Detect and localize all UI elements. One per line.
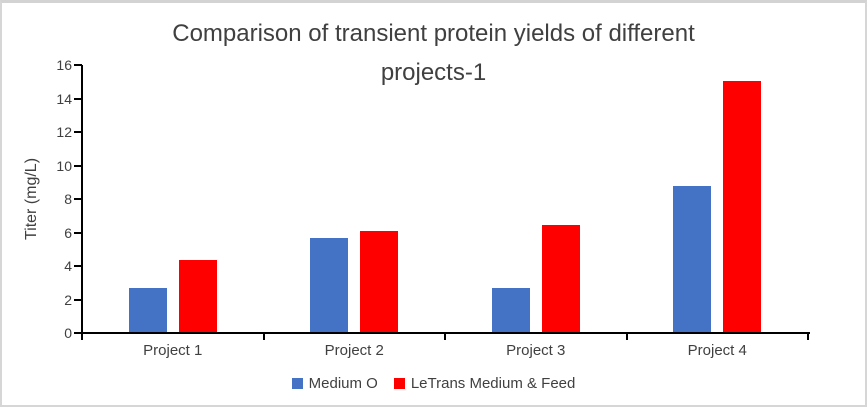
x-tick-mark	[444, 332, 446, 340]
legend: Medium O LeTrans Medium & Feed	[2, 375, 865, 392]
bar-series-1-project-1	[129, 288, 167, 332]
y-tick-label: 0	[64, 325, 72, 341]
chart-title-line-1: Comparison of transient protein yields o…	[172, 20, 695, 47]
y-tick-label: 12	[56, 124, 72, 140]
y-tick-label: 10	[56, 157, 72, 174]
bar-series-2-project-2	[360, 231, 398, 332]
x-tick-mark	[807, 332, 809, 340]
bar-series-2-project-3	[542, 225, 580, 332]
legend-label: LeTrans Medium & Feed	[410, 375, 576, 392]
y-tick-label: 8	[64, 191, 72, 207]
x-tick-mark	[262, 332, 265, 340]
bar-series-2-project-4	[723, 81, 761, 332]
x-category-label: Project 3	[506, 342, 566, 359]
y-tick-label: 4	[64, 258, 72, 274]
y-tick-mark	[74, 131, 82, 133]
y-tick-mark	[74, 97, 82, 100]
y-axis-line	[81, 65, 83, 334]
y-tick-mark	[74, 231, 82, 234]
y-tick-mark	[74, 198, 82, 200]
x-category-label: Project 1	[143, 342, 203, 359]
y-tick-label: 16	[56, 57, 72, 73]
chart-title-line-2: projects-1	[380, 59, 487, 86]
legend-item-1: Medium O	[291, 375, 378, 392]
legend-label: Medium O	[308, 375, 378, 392]
y-tick-mark	[74, 164, 82, 167]
y-tick-mark	[74, 64, 82, 66]
y-tick-label: 14	[56, 90, 72, 107]
y-tick-mark	[74, 332, 82, 334]
x-tick-mark	[81, 332, 83, 340]
y-tick-mark	[74, 265, 82, 267]
y-tick-label: 2	[64, 291, 72, 308]
chart-title: Comparison of transient protein yields o…	[2, 14, 865, 92]
legend-swatch-icon	[393, 378, 405, 389]
legend-swatch-icon	[291, 378, 303, 389]
x-category-label: Project 4	[687, 342, 747, 359]
y-tick-label: 6	[64, 224, 72, 241]
x-category-label: Project 2	[324, 342, 384, 359]
bar-series-1-project-3	[492, 288, 530, 332]
legend-item-2: LeTrans Medium & Feed	[393, 375, 576, 392]
x-tick-mark	[625, 332, 628, 340]
bar-series-1-project-4	[673, 186, 711, 332]
bar-series-1-project-2	[310, 238, 348, 332]
y-tick-mark	[74, 298, 82, 301]
bar-series-2-project-1	[179, 260, 217, 332]
